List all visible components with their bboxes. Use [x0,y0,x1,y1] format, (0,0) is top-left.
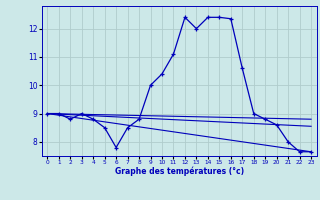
X-axis label: Graphe des températures (°c): Graphe des températures (°c) [115,167,244,176]
